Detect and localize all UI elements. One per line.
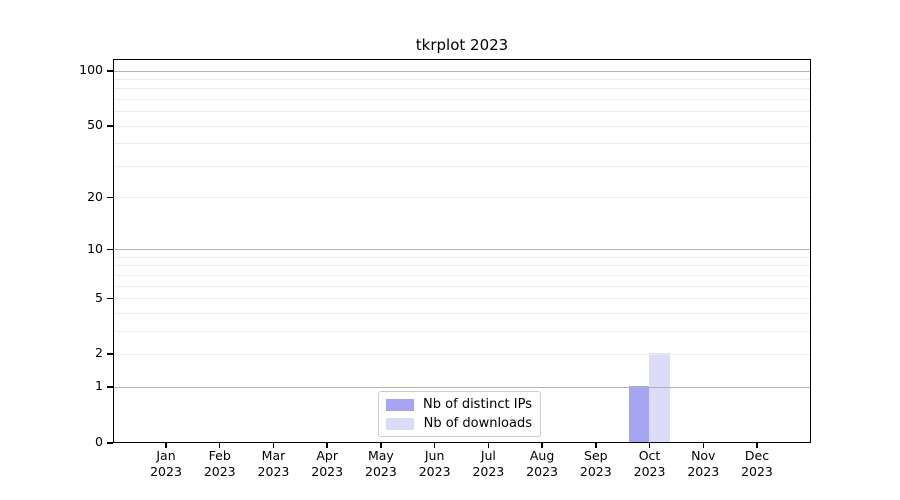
gridline-minor bbox=[114, 78, 810, 80]
y-tick-label: 20 bbox=[87, 188, 103, 204]
plot-area bbox=[113, 59, 811, 443]
y-tick-label: 5 bbox=[95, 289, 103, 305]
gridline-minor bbox=[114, 274, 810, 276]
legend-box: Nb of distinct IPs Nb of downloads bbox=[378, 391, 541, 437]
y-tick-mark bbox=[107, 386, 113, 388]
gridline-minor bbox=[114, 98, 810, 100]
legend-entry-downloads: Nb of downloads bbox=[386, 416, 532, 431]
gridline-minor bbox=[114, 111, 810, 113]
legend-swatch-distinct-ips bbox=[386, 398, 414, 411]
legend-label-distinct-ips: Nb of distinct IPs bbox=[423, 397, 532, 412]
x-tick-mark bbox=[756, 443, 758, 448]
gridline-minor bbox=[114, 353, 810, 355]
x-tick-mark bbox=[702, 443, 705, 448]
x-tick-label: Dec 2023 bbox=[741, 448, 773, 479]
gridline-minor bbox=[114, 312, 810, 314]
x-tick-label: May 2023 bbox=[365, 448, 397, 479]
y-tick-mark bbox=[107, 442, 113, 444]
gridline-minor bbox=[114, 285, 810, 287]
x-tick-mark bbox=[487, 443, 490, 448]
chart-title: tkrplot 2023 bbox=[415, 36, 509, 54]
x-tick-label: Apr 2023 bbox=[311, 448, 344, 479]
gridline-major bbox=[114, 70, 810, 72]
bar-oct-distinct-ips bbox=[628, 386, 650, 442]
x-tick-mark bbox=[433, 443, 436, 448]
x-tick-mark bbox=[541, 443, 543, 448]
x-tick-mark bbox=[380, 443, 382, 448]
gridline-minor bbox=[114, 197, 810, 199]
y-tick-label: 2 bbox=[95, 345, 103, 361]
gridline-minor bbox=[114, 165, 810, 167]
y-tick-label: 10 bbox=[87, 240, 103, 256]
legend-entry-distinct-ips: Nb of distinct IPs bbox=[386, 397, 532, 412]
legend-swatch-downloads bbox=[386, 417, 414, 430]
x-tick-mark bbox=[218, 443, 221, 448]
gridline-minor bbox=[114, 256, 810, 258]
y-tick-mark bbox=[107, 70, 113, 72]
gridline-major bbox=[114, 386, 810, 388]
x-tick-mark bbox=[165, 443, 167, 448]
x-tick-label: Jan 2023 bbox=[150, 448, 182, 479]
y-tick-label: 1 bbox=[95, 378, 103, 394]
x-tick-label: Feb 2023 bbox=[203, 448, 236, 479]
gridline-minor bbox=[114, 298, 810, 300]
x-tick-mark bbox=[272, 443, 275, 448]
y-tick-label: 100 bbox=[79, 62, 103, 77]
x-tick-mark bbox=[595, 443, 597, 448]
x-tick-label: Mar 2023 bbox=[257, 448, 290, 479]
x-tick-mark bbox=[326, 443, 328, 448]
y-tick-mark bbox=[107, 297, 113, 300]
gridline-minor bbox=[114, 88, 810, 90]
x-tick-label: Nov 2023 bbox=[687, 448, 720, 479]
gridline-minor bbox=[114, 265, 810, 267]
x-tick-label: Jun 2023 bbox=[418, 448, 451, 479]
y-tick-label: 50 bbox=[87, 117, 103, 133]
x-tick-mark bbox=[648, 443, 651, 448]
legend-label-downloads: Nb of downloads bbox=[423, 416, 532, 431]
x-tick-label: Sep 2023 bbox=[579, 448, 612, 479]
gridline-major bbox=[114, 249, 810, 251]
x-tick-label: Aug 2023 bbox=[526, 448, 558, 479]
y-tick-mark bbox=[107, 353, 113, 355]
gridline-minor bbox=[114, 125, 810, 127]
y-tick-mark bbox=[107, 248, 113, 251]
y-tick-label: 0 bbox=[95, 434, 103, 449]
gridline-minor bbox=[114, 143, 810, 145]
x-tick-label: Oct 2023 bbox=[633, 448, 666, 479]
y-tick-mark bbox=[107, 125, 113, 127]
bar-oct-downloads bbox=[649, 353, 670, 442]
x-tick-label: Jul 2023 bbox=[472, 448, 505, 479]
gridline-minor bbox=[114, 330, 810, 332]
y-tick-mark bbox=[107, 196, 113, 199]
